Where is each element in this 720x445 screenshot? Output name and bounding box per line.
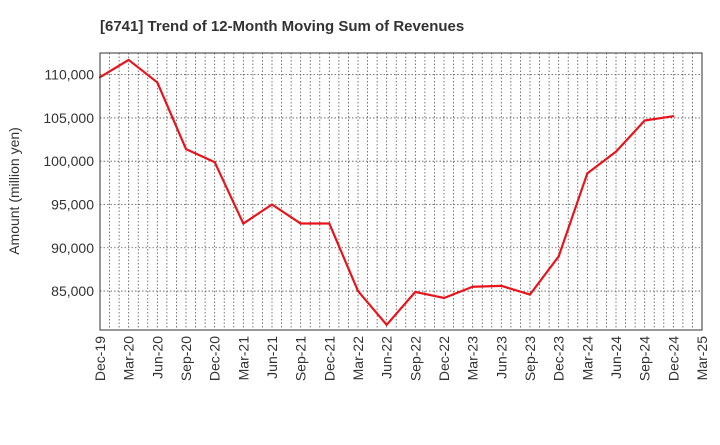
x-tick-label: Jun-22 (379, 336, 395, 379)
data-point (242, 222, 245, 225)
x-tick-label: Dec-21 (321, 336, 337, 381)
y-tick-label: 90,000 (51, 240, 94, 256)
x-tick-label: Jun-21 (264, 336, 280, 379)
x-tick-label: Sep-20 (178, 336, 194, 381)
series-layer (98, 58, 675, 326)
y-tick-labels: 85,000 90,000 95,000 100,000 105,000 110,000 (43, 67, 94, 299)
data-point (614, 150, 618, 153)
x-tick-label: Dec-19 (92, 336, 108, 381)
data-point (270, 203, 274, 206)
data-point (500, 284, 503, 287)
x-tick-label: Sep-23 (522, 336, 538, 381)
data-point (557, 255, 560, 258)
data-point (471, 285, 474, 288)
data-point (328, 222, 331, 225)
x-tick-label: Mar-20 (121, 336, 137, 381)
x-tick-label: Mar-25 (694, 336, 710, 381)
y-axis-label: Amount (million yen) (6, 127, 22, 255)
x-tick-label: Dec-22 (436, 336, 452, 381)
data-point (385, 323, 388, 326)
data-point (299, 222, 302, 225)
x-tick-label: Mar-22 (350, 336, 366, 381)
data-point (442, 296, 446, 300)
y-tick-label: 110,000 (44, 67, 94, 83)
x-tick-label: Mar-23 (465, 336, 481, 381)
x-tick-label: Dec-20 (207, 336, 223, 381)
plot-area-frame (99, 52, 703, 331)
data-point (414, 290, 417, 294)
data-point (356, 289, 360, 293)
x-tick-label: Sep-24 (637, 336, 653, 381)
data-point (213, 160, 216, 164)
data-point (672, 115, 675, 118)
data-point (156, 81, 159, 84)
data-point (643, 119, 646, 122)
y-tick-label: 85,000 (51, 283, 94, 299)
x-tick-label: Dec-23 (551, 336, 567, 381)
x-tick-label: Jun-24 (608, 336, 624, 379)
x-tick-label: Jun-20 (149, 336, 165, 379)
x-tick-label: Mar-24 (579, 336, 595, 381)
x-tick-label: Sep-22 (407, 336, 423, 381)
chart-title: [6741] Trend of 12-Month Moving Sum of R… (100, 18, 464, 35)
x-tick-label: Dec-24 (665, 336, 681, 381)
x-tick-label: Jun-23 (493, 336, 509, 379)
data-point (127, 58, 130, 62)
x-tick-label: Sep-21 (293, 336, 309, 381)
x-tick-label: Mar-21 (235, 336, 251, 381)
y-tick-label: 95,000 (51, 196, 94, 212)
grid-lines (100, 53, 702, 330)
y-tick-label: 100,000 (43, 153, 94, 169)
y-tick-label: 105,000 (43, 110, 94, 126)
x-tick-labels: Dec-19 Mar-20 Jun-20 Sep-20 Dec-20 Mar-21 Jun-… (92, 336, 710, 381)
data-point (586, 172, 589, 175)
data-point (184, 147, 188, 151)
data-point (528, 293, 532, 296)
